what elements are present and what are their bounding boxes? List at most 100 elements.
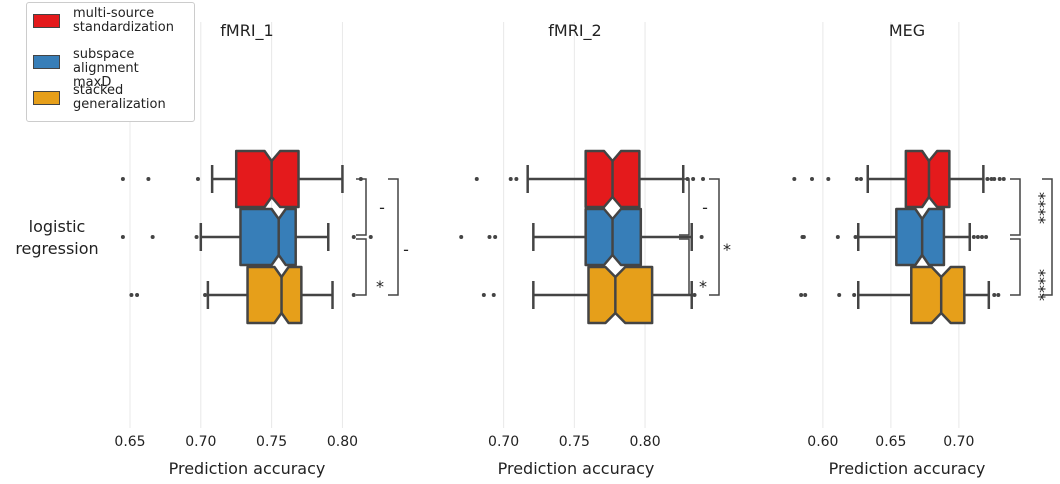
legend-swatch-red: [33, 14, 60, 28]
panel-2: [792, 22, 1053, 428]
x-tick-label: 0.80: [629, 434, 660, 450]
significance-label: ****: [1054, 229, 1060, 261]
outlier-point: [491, 293, 496, 297]
outlier-point: [459, 235, 464, 239]
legend-swatch-orange: [33, 91, 60, 105]
panel-title: MEG: [889, 21, 925, 40]
outlier-point: [799, 293, 804, 297]
panel-title: fMRI_2: [548, 21, 601, 41]
outlier-point: [984, 235, 989, 239]
outlier-point: [135, 293, 140, 297]
outlier-point: [474, 177, 479, 181]
outlier-point: [194, 235, 199, 239]
x-tick-label: 0.80: [327, 434, 358, 450]
significance-label: -: [403, 240, 409, 259]
outlier-point: [985, 177, 990, 181]
significance-label: -: [379, 198, 385, 217]
x-tick-label: 0.65: [875, 434, 906, 450]
outlier-point: [508, 177, 513, 181]
outlier-point: [803, 293, 808, 297]
x-tick-label: 0.70: [943, 434, 974, 450]
outlier-point: [203, 293, 208, 297]
outlier-point: [858, 177, 863, 181]
outlier-point: [992, 177, 997, 181]
box-0: [234, 149, 300, 209]
outlier-point: [514, 177, 519, 181]
outlier-point: [701, 177, 706, 181]
outlier-point: [996, 293, 1001, 297]
legend-label: stacked generalization: [73, 83, 166, 112]
outlier-point: [146, 177, 151, 181]
significance-label: ****: [1030, 192, 1049, 224]
outlier-point: [691, 177, 696, 181]
significance-bracket: [1010, 238, 1021, 296]
outlier-point: [481, 293, 486, 297]
significance-label: *: [699, 277, 707, 296]
outlier-point: [852, 293, 857, 297]
outlier-point: [351, 293, 356, 297]
y-tick-label-line: regression: [15, 239, 98, 258]
outlier-point: [980, 235, 984, 239]
outlier-point: [975, 235, 980, 239]
significance-bracket: [679, 238, 690, 296]
outlier-point: [853, 235, 858, 239]
x-axis-label: Prediction accuracy: [829, 459, 986, 478]
outlier-point: [493, 235, 498, 239]
x-axis-label: Prediction accuracy: [498, 459, 655, 478]
significance-label: *: [376, 277, 384, 296]
x-tick-label: 0.75: [256, 434, 287, 450]
outlier-point: [997, 177, 1002, 181]
outlier-point: [826, 177, 831, 181]
outlier-point: [971, 235, 976, 239]
outlier-point: [195, 177, 200, 181]
outlier-point: [129, 293, 134, 297]
significance-bracket: [709, 178, 720, 296]
outlier-point: [351, 235, 356, 239]
significance-label: ****: [1030, 269, 1049, 301]
legend-label: multi-source standardization: [73, 6, 174, 35]
legend: multi-source standardization subspace al…: [26, 2, 195, 122]
outlier-point: [692, 293, 697, 297]
box-2: [910, 265, 966, 325]
outlier-point: [1001, 177, 1006, 181]
significance-bracket: [1042, 178, 1053, 296]
significance-bracket: [356, 238, 367, 296]
box-2: [246, 265, 303, 325]
box-0: [904, 149, 951, 209]
panel-title: fMRI_1: [220, 21, 273, 41]
outlier-point: [150, 235, 155, 239]
outlier-point: [837, 293, 842, 297]
outlier-point: [801, 235, 806, 239]
significance-bracket: [388, 178, 399, 296]
x-tick-label: 0.70: [185, 434, 216, 450]
x-tick-label: 0.60: [807, 434, 838, 450]
x-tick-label: 0.70: [488, 434, 519, 450]
significance-label: *: [723, 240, 731, 259]
box-1: [895, 207, 946, 267]
significance-bracket: [1010, 178, 1021, 236]
y-tick-label-line: logistic: [29, 217, 86, 236]
panel-1: [459, 22, 720, 428]
legend-swatch-blue: [33, 55, 60, 69]
outlier-point: [810, 177, 814, 181]
outlier-point: [835, 235, 840, 239]
outlier-point: [120, 177, 125, 181]
x-tick-label: 0.75: [559, 434, 590, 450]
panel-0: [120, 22, 399, 428]
box-1: [239, 207, 297, 267]
outlier-point: [854, 177, 859, 181]
significance-label: -: [702, 198, 708, 217]
significance-bracket: [356, 178, 367, 236]
outlier-point: [992, 293, 997, 297]
significance-bracket: [679, 178, 690, 236]
outlier-point: [699, 235, 704, 239]
outlier-point: [487, 235, 492, 239]
box-2: [587, 265, 654, 325]
outlier-point: [120, 235, 125, 239]
outlier-point: [792, 177, 797, 181]
outlier-point: [368, 235, 373, 239]
x-tick-label: 0.65: [114, 434, 145, 450]
legend-label: subspace alignment maxD: [73, 47, 139, 90]
x-axis-label: Prediction accuracy: [169, 459, 326, 478]
